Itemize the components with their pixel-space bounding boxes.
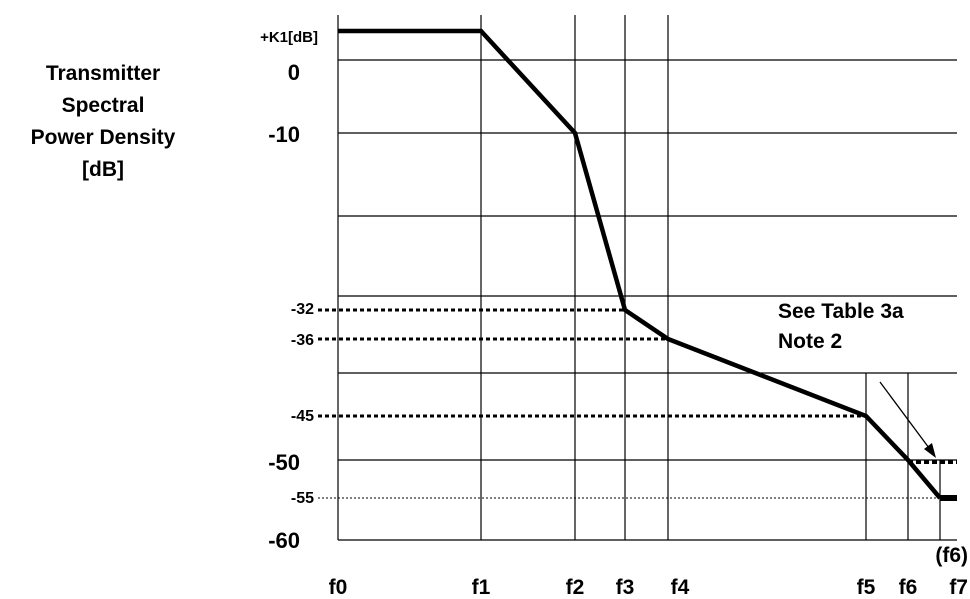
xtick-f3: f3 xyxy=(616,576,635,599)
ylabel-line-4: [dB] xyxy=(82,158,124,181)
xtick-f5: f5 xyxy=(857,576,876,599)
arrow-head xyxy=(924,443,936,458)
ytick-k1: +K1[dB] xyxy=(260,29,318,46)
xtick-f2: f2 xyxy=(566,576,585,599)
ylabel-line-2: Spectral xyxy=(62,94,145,117)
ytick-0: 0 xyxy=(288,60,300,85)
xtick-f0: f0 xyxy=(329,576,348,599)
ytick-minus45: -45 xyxy=(291,408,314,425)
ylabel-line-3: Power Density xyxy=(31,126,176,149)
note-arrow xyxy=(879,381,936,458)
ytick-minus55: -55 xyxy=(291,490,314,507)
ytick-minus36: -36 xyxy=(291,332,314,349)
ytick-minus10: -10 xyxy=(268,122,300,147)
mask-line xyxy=(338,28,942,500)
note-line-2: Note 2 xyxy=(778,330,842,353)
xtick-f4: f4 xyxy=(671,576,690,599)
ytick-minus32: -32 xyxy=(291,301,314,318)
ytick-minus60: -60 xyxy=(268,528,300,553)
xtick-f6-paren: (f6) xyxy=(935,544,968,567)
reference-lines xyxy=(318,308,940,499)
note-line-1: See Table 3a xyxy=(778,300,904,323)
arrow-shaft xyxy=(879,381,933,453)
grid xyxy=(337,15,957,541)
ylabel-line-1: Transmitter xyxy=(46,62,160,85)
ytick-minus50: -50 xyxy=(268,450,300,475)
xtick-f6: f6 xyxy=(899,576,918,599)
xtick-f1: f1 xyxy=(472,576,491,599)
xtick-f7: f7 xyxy=(949,576,968,599)
